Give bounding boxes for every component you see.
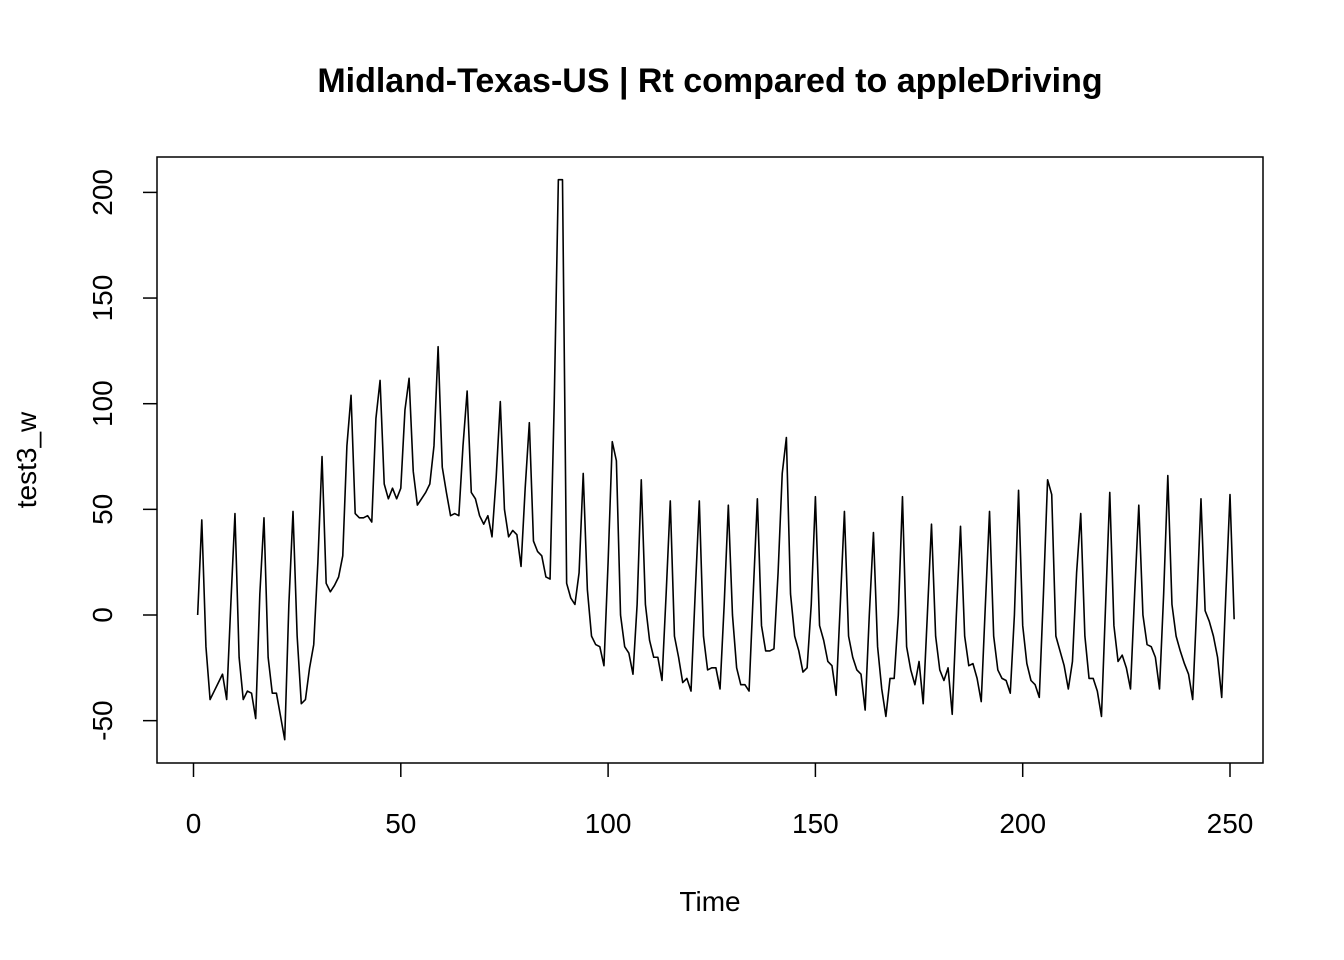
x-tick-label: 100: [585, 808, 632, 839]
x-axis: 0 50 100 150 200 250: [186, 763, 1254, 839]
y-axis-label: test3_w: [11, 411, 42, 508]
x-tick-label: 150: [792, 808, 839, 839]
x-tick-label: 50: [385, 808, 416, 839]
y-tick-label: 0: [87, 607, 118, 623]
y-axis: -50 0 50 100 150 200: [87, 169, 157, 741]
y-tick-label: 150: [87, 275, 118, 322]
y-tick-label: -50: [87, 700, 118, 740]
series-line: [196, 178, 1235, 741]
plot-frame: [156, 156, 1264, 764]
x-tick-label: 200: [999, 808, 1046, 839]
y-tick-label: 50: [87, 494, 118, 525]
chart-title: Midland-Texas-US | Rt compared to appleD…: [317, 62, 1102, 100]
y-tick-label: 100: [87, 380, 118, 427]
y-tick-label: 200: [87, 169, 118, 216]
x-axis-label: Time: [679, 886, 740, 917]
x-tick-label: 0: [186, 808, 202, 839]
x-tick-label: 250: [1207, 808, 1254, 839]
